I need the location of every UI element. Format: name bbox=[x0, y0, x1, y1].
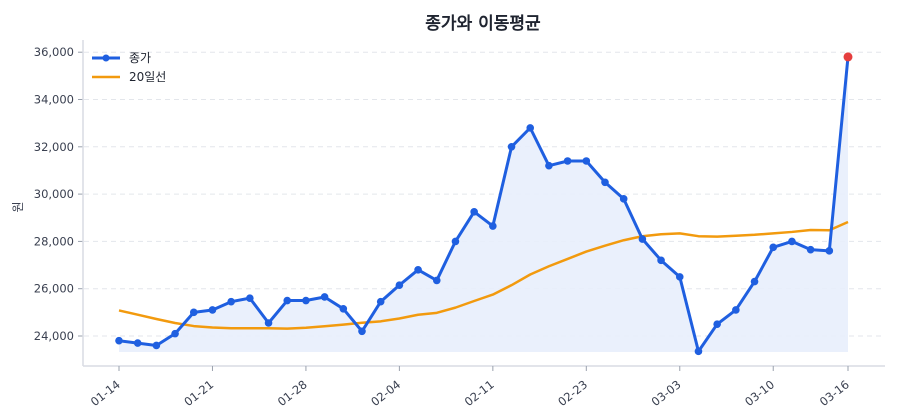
plot-area bbox=[115, 52, 853, 356]
y-tick-label: 28,000 bbox=[34, 234, 74, 248]
close-marker[interactable] bbox=[713, 320, 721, 328]
close-marker[interactable] bbox=[675, 273, 684, 281]
x-tick-label: 02-11 bbox=[462, 377, 497, 409]
close-marker[interactable] bbox=[227, 297, 235, 306]
y-tick-label: 34,000 bbox=[34, 93, 74, 107]
x-tick-label: 01-21 bbox=[181, 377, 216, 409]
legend-label-close: 종가 bbox=[129, 51, 151, 65]
close-marker[interactable] bbox=[806, 245, 815, 254]
legend-close-marker-icon bbox=[102, 54, 110, 62]
y-tick-label: 30,000 bbox=[34, 187, 74, 201]
ma20-line bbox=[118, 220, 849, 330]
axes: 24,000 26,000 28,000 30,000 32,000 34,000 36,0… bbox=[34, 40, 885, 409]
close-marker[interactable] bbox=[788, 237, 796, 246]
close-marker[interactable] bbox=[545, 161, 553, 170]
close-marker[interactable] bbox=[302, 296, 310, 305]
close-marker[interactable] bbox=[395, 281, 404, 289]
close-marker[interactable] bbox=[526, 124, 535, 132]
legend: 종가 20일선 bbox=[92, 51, 166, 84]
close-marker[interactable] bbox=[694, 347, 703, 356]
close-marker[interactable] bbox=[246, 294, 254, 302]
x-tick-label: 03-16 bbox=[817, 377, 852, 409]
close-marker[interactable] bbox=[732, 306, 740, 314]
close-marker[interactable] bbox=[825, 247, 834, 255]
chart-title: 종가와 이동평균 bbox=[425, 14, 541, 34]
x-tick-label: 01-28 bbox=[275, 377, 310, 409]
close-marker[interactable] bbox=[339, 305, 348, 313]
close-marker[interactable] bbox=[171, 329, 179, 338]
close-marker[interactable] bbox=[489, 222, 497, 230]
close-marker[interactable] bbox=[601, 178, 609, 187]
latest-close-marker[interactable] bbox=[843, 52, 853, 62]
close-marker[interactable] bbox=[133, 339, 142, 347]
y-tick-label: 26,000 bbox=[34, 282, 74, 296]
y-axis-label: 원 bbox=[11, 201, 25, 212]
close-marker[interactable] bbox=[563, 157, 572, 165]
close-marker[interactable] bbox=[320, 293, 329, 301]
close-marker[interactable] bbox=[432, 276, 441, 285]
x-tick-label: 02-04 bbox=[368, 377, 403, 409]
close-marker[interactable] bbox=[189, 308, 198, 317]
close-marker[interactable] bbox=[638, 235, 647, 243]
legend-label-ma20: 20일선 bbox=[129, 70, 166, 84]
close-marker[interactable] bbox=[507, 143, 516, 151]
x-tick-label: 03-03 bbox=[649, 377, 684, 409]
close-marker[interactable] bbox=[750, 277, 759, 286]
close-marker[interactable] bbox=[657, 256, 665, 265]
close-marker[interactable] bbox=[451, 237, 460, 246]
close-marker[interactable] bbox=[470, 208, 478, 216]
x-tick-label: 03-10 bbox=[742, 377, 777, 409]
close-marker[interactable] bbox=[619, 195, 628, 203]
y-tick-label: 24,000 bbox=[34, 329, 74, 343]
close-marker[interactable] bbox=[414, 265, 422, 274]
close-marker[interactable] bbox=[283, 296, 292, 305]
close-marker[interactable] bbox=[208, 306, 217, 314]
close-marker[interactable] bbox=[115, 336, 123, 345]
x-tick-label: 02-23 bbox=[555, 377, 590, 409]
close-marker[interactable] bbox=[582, 157, 591, 165]
close-marker[interactable] bbox=[264, 319, 273, 327]
close-marker[interactable] bbox=[376, 297, 385, 306]
y-tick-label: 32,000 bbox=[34, 140, 74, 154]
close-marker[interactable] bbox=[769, 243, 778, 252]
close-line bbox=[118, 56, 850, 353]
close-marker[interactable] bbox=[358, 327, 366, 336]
y-tick-label: 36,000 bbox=[34, 45, 74, 59]
x-tick-label: 01-14 bbox=[88, 377, 123, 409]
close-marker[interactable] bbox=[152, 341, 161, 350]
close-area-fill bbox=[119, 56, 848, 353]
